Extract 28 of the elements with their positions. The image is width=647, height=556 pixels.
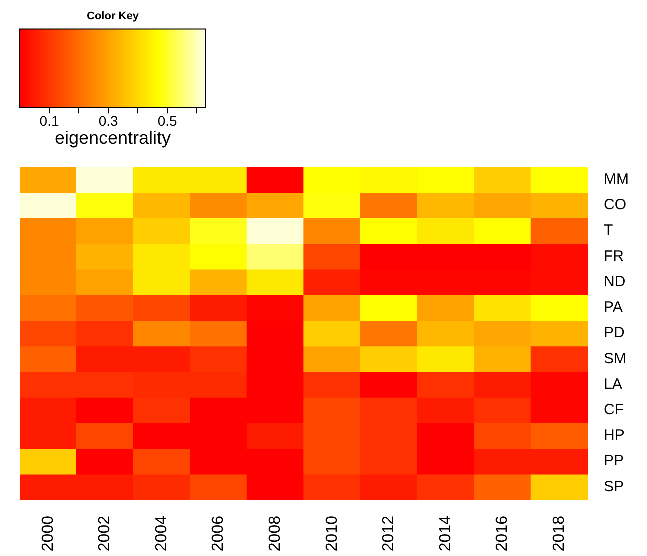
y-tick-label: PD xyxy=(604,324,626,342)
x-tick-label: 2008 xyxy=(267,516,284,552)
y-tick-label: FR xyxy=(604,248,624,265)
x-tick-label: 2014 xyxy=(437,516,454,552)
y-tick-label: HP xyxy=(604,427,625,444)
y-tick-label: CO xyxy=(604,196,627,214)
y-tick-label: SP xyxy=(604,478,624,496)
legend-title: Color Key xyxy=(87,10,140,23)
y-tick-label: CF xyxy=(604,401,624,418)
x-tick-label: 2018 xyxy=(551,516,568,552)
x-tick-label: 2004 xyxy=(153,516,170,552)
y-tick-label: LA xyxy=(604,376,622,393)
x-tick-label: 2000 xyxy=(40,516,57,552)
x-tick-label: 2002 xyxy=(96,516,114,552)
y-tick-label: PA xyxy=(604,299,623,316)
x-tick-label: 2012 xyxy=(380,516,398,552)
x-tick-label: 2006 xyxy=(210,516,228,552)
color-bar-label: 0.1 xyxy=(40,112,60,129)
x-tick-label: 2016 xyxy=(494,516,512,552)
color-bar-title: eigencentrality xyxy=(54,128,172,148)
y-tick-label: PP xyxy=(604,452,624,470)
color-bar-label: 0.3 xyxy=(98,112,119,129)
y-tick-label: SM xyxy=(604,350,627,368)
y-tick-label: ND xyxy=(604,273,626,290)
x-tick-label: 2010 xyxy=(324,516,341,552)
color-bar-label: 0.5 xyxy=(158,112,178,129)
y-tick-label: MM xyxy=(604,170,630,188)
y-tick-label: T xyxy=(604,222,614,240)
